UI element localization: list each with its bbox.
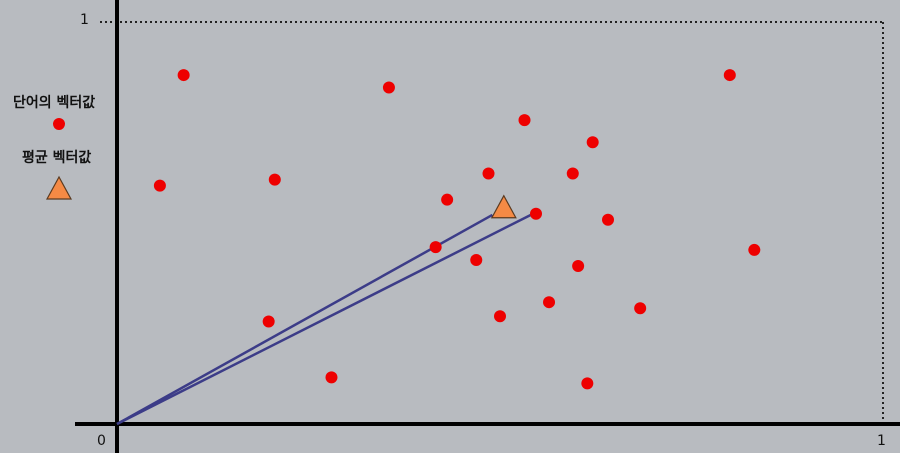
word-vector-point-5 — [586, 136, 599, 149]
legend-average-vector-label: 평균 벡터값 — [22, 150, 92, 166]
word-vector-point-15 — [572, 260, 585, 273]
word-vector-point-9 — [566, 167, 579, 180]
word-vector-point-7 — [268, 173, 281, 186]
word-vector-point-12 — [602, 213, 615, 226]
word-vector-point-4 — [518, 114, 531, 127]
legend-point-marker — [53, 118, 65, 130]
y-axis-max-label: 1 — [80, 12, 89, 28]
word-vector-point-6 — [153, 179, 166, 192]
word-vector-point-11 — [530, 207, 543, 220]
vector-line-1 — [116, 213, 493, 426]
word-vector-point-2 — [382, 81, 395, 94]
average-vector-triangle — [490, 194, 517, 219]
word-vector-point-3 — [723, 69, 736, 82]
legend-triangle-marker — [45, 175, 73, 200]
vector-line-2 — [116, 213, 532, 426]
word-vector-point-21 — [325, 371, 338, 384]
word-vector-point-18 — [494, 310, 506, 323]
x-axis-origin-label: 0 — [97, 433, 106, 449]
legend-word-vector-label: 단어의 벡터값 — [13, 95, 96, 111]
word-vector-point-14 — [470, 253, 483, 266]
word-vector-point-19 — [634, 302, 647, 315]
word-vector-point-17 — [543, 296, 556, 309]
word-vector-point-16 — [748, 243, 761, 256]
x-axis-max-label: 1 — [877, 433, 886, 449]
word-vector-point-8 — [482, 167, 495, 180]
word-vector-point-20 — [262, 315, 275, 328]
word-vector-point-1 — [177, 69, 190, 82]
word-vector-point-10 — [441, 193, 454, 206]
word-vector-point-22 — [581, 377, 594, 390]
word-vector-point-13 — [429, 241, 442, 254]
